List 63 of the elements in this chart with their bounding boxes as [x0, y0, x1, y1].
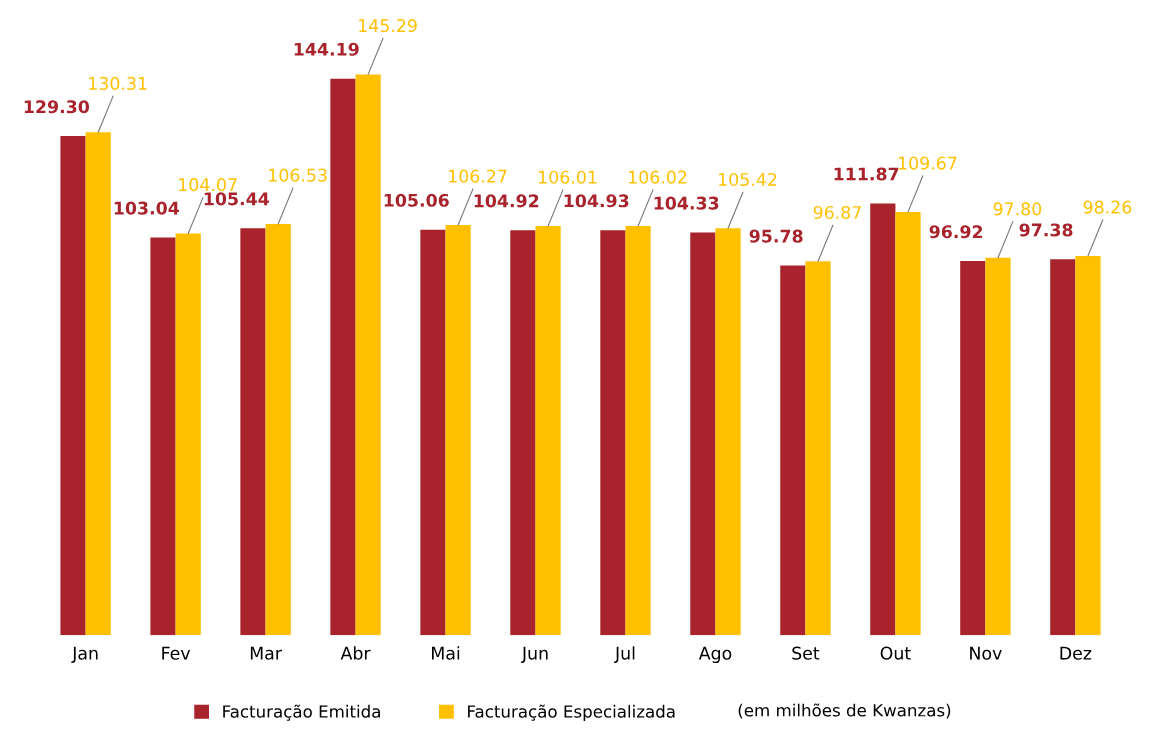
data-label: 129.30 — [24, 100, 90, 114]
bar — [1050, 259, 1076, 636]
data-label: 104.07 — [179, 178, 237, 192]
data-label: 144.19 — [294, 42, 359, 56]
data-label: 106.27 — [449, 169, 507, 183]
legend-label: Facturação Especializada — [468, 704, 675, 721]
data-label: 104.92 — [474, 194, 539, 208]
x-tick-label: Ago — [698, 646, 732, 664]
data-label: 96.87 — [813, 205, 861, 220]
data-label: 145.29 — [359, 19, 417, 33]
bar — [60, 136, 86, 636]
x-tick-label: Mar — [250, 646, 282, 660]
bar — [895, 211, 921, 636]
bar — [175, 233, 201, 636]
bar — [985, 257, 1011, 636]
data-label: 111.87 — [834, 167, 899, 181]
data-label: 95.78 — [749, 229, 803, 243]
bar — [355, 74, 381, 636]
bar — [240, 228, 266, 636]
data-label: 104.33 — [654, 196, 719, 210]
bar — [960, 261, 986, 636]
bar — [510, 230, 536, 636]
data-label: 105.42 — [719, 172, 777, 187]
x-tick-label: Jul — [614, 646, 635, 663]
x-tick-label: Jun — [521, 646, 548, 663]
x-tick-label: Jan — [71, 646, 98, 663]
bar — [150, 237, 176, 636]
data-label: 106.53 — [269, 168, 327, 182]
data-label: 106.02 — [629, 170, 687, 184]
bar — [330, 78, 356, 636]
data-label: 96.92 — [929, 225, 983, 239]
bar — [1075, 255, 1101, 636]
bar — [805, 261, 831, 636]
x-tick-label: Abr — [340, 646, 371, 660]
legend-label: Facturação Emitida — [223, 704, 380, 721]
bar — [600, 230, 626, 636]
bar — [870, 203, 896, 636]
bar — [265, 224, 291, 636]
data-label: 97.38 — [1019, 223, 1073, 237]
bar — [420, 229, 446, 636]
text: (em milhões de Kwanzas) — [738, 703, 951, 719]
bar — [625, 225, 651, 636]
x-tick-label: Out — [880, 646, 911, 660]
x-tick-label: Mai — [432, 646, 460, 660]
data-label: 104.93 — [564, 194, 629, 208]
x-tick-label: Set — [792, 646, 820, 660]
bar — [690, 232, 716, 636]
data-label: 130.31 — [89, 76, 147, 90]
data-label: 105.06 — [384, 193, 449, 207]
data-label: 97.80 — [993, 202, 1042, 216]
x-tick-label: Fev — [162, 646, 191, 660]
bar — [445, 225, 471, 636]
data-label: 98.26 — [1083, 200, 1132, 214]
data-label: 105.44 — [204, 192, 270, 206]
x-tick-label: Dez — [1060, 646, 1092, 660]
bar — [780, 265, 806, 636]
data-label: 109.67 — [899, 156, 957, 170]
bar — [85, 132, 111, 636]
bar — [715, 228, 741, 636]
data-label: 103.04 — [114, 201, 180, 215]
bar — [535, 226, 561, 636]
data-label: 106.01 — [539, 170, 597, 184]
x-tick-label: Nov — [970, 646, 1002, 660]
